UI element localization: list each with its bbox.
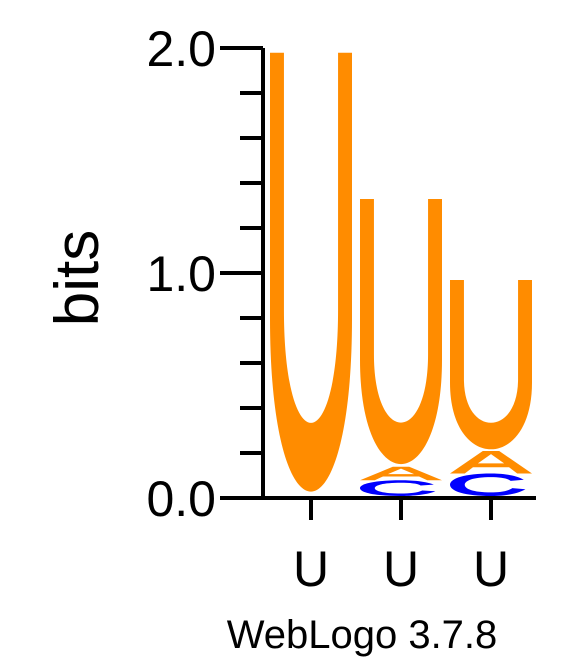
y-axis: 0.0 1.0 2.0 [146,21,265,527]
y-tick-label: 1.0 [146,246,216,302]
footer-credit: WebLogo 3.7.8 [227,613,498,657]
glyph-a-shape [360,466,442,481]
letter-stacks [270,52,532,496]
letter-u [270,52,352,492]
letter-a [450,451,532,474]
letter-u [360,199,442,465]
x-tick-label: U [293,541,329,597]
glyph-c-shape [450,473,526,496]
y-axis-label: bits [43,230,112,326]
letter-c [450,473,526,496]
letter-a [360,466,442,481]
glyph-c-shape [360,480,436,496]
letter-u [450,280,532,450]
glyph-u-shape [360,199,442,465]
stack-column [450,280,532,496]
y-tick-label: 0.0 [146,471,216,527]
x-tick-label: U [473,541,509,597]
glyph-a-shape [450,451,532,474]
y-tick-label: 2.0 [146,21,216,77]
stack-column [270,52,352,492]
x-tick-label: U [383,541,419,597]
glyph-u-shape [270,52,352,492]
glyph-u-shape [450,280,532,450]
stack-column [360,199,442,496]
letter-c [360,480,436,496]
